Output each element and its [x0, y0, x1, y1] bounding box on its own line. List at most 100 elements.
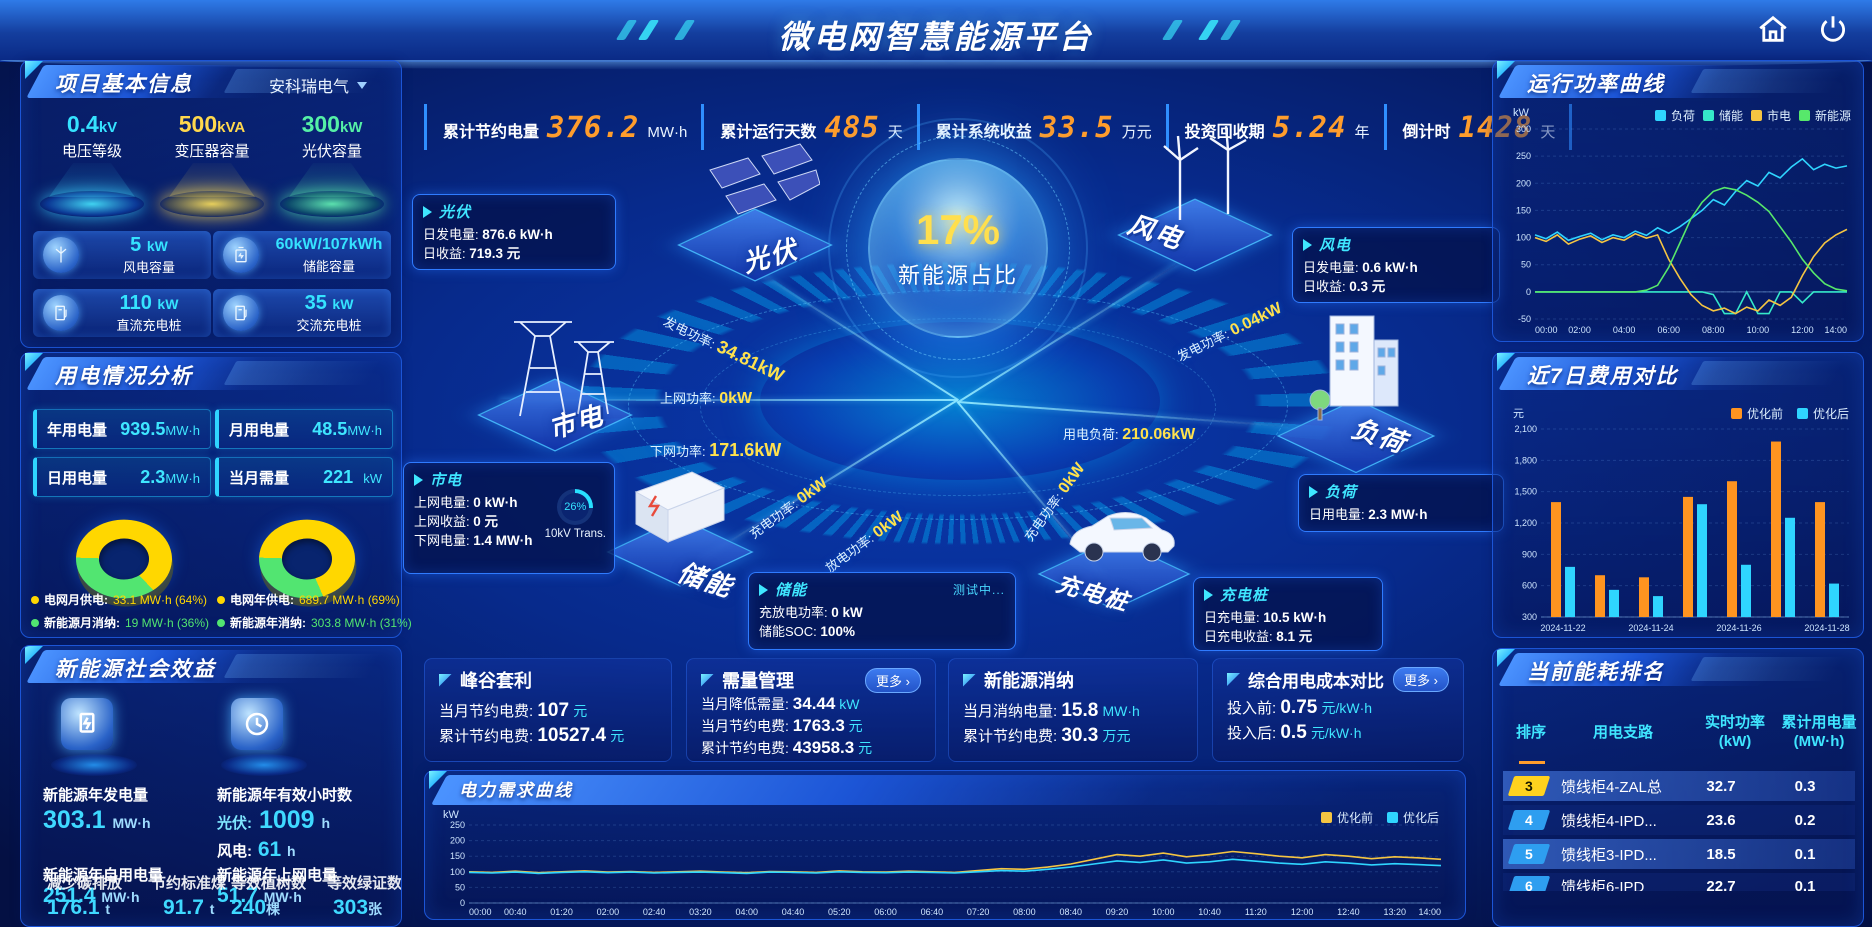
- load-info-box: 负荷 日用电量: 2.3 MW·h: [1298, 474, 1504, 532]
- svg-text:250: 250: [450, 821, 465, 830]
- power-line-chart: -50 0 50 100 150 200 250 300 00:00 02:00 04:00 06:0…: [1516, 124, 1848, 335]
- more-button[interactable]: 更多 ›: [865, 667, 921, 693]
- card-renewable-consumption: 新能源消纳 当月消纳电量: 15.8 MW·h 累计节约电费: 30.3 万元: [948, 658, 1198, 762]
- legend-grid[interactable]: 市电: [1750, 107, 1791, 124]
- svg-text:2024-11-26: 2024-11-26: [1716, 623, 1761, 633]
- svg-text:2,100: 2,100: [1514, 424, 1537, 434]
- svg-text:12:40: 12:40: [1337, 907, 1360, 917]
- demand-line-chart: 0 50 100 150 200 250 00:00 00:40 01:20 02:00 02:40…: [450, 821, 1442, 917]
- svg-text:1,200: 1,200: [1514, 518, 1537, 528]
- kpi-saved-energy: 累计节约电量 376.2 MW·h: [424, 104, 701, 150]
- charger-icon: [43, 295, 79, 331]
- company-select[interactable]: 安科瑞电气: [269, 73, 368, 97]
- chevron-right-icon: [414, 473, 423, 486]
- title-decor-right: [1161, 20, 1252, 40]
- svg-text:900: 900: [1522, 549, 1537, 559]
- svg-text:09:20: 09:20: [1106, 907, 1129, 917]
- svg-text:06:40: 06:40: [921, 907, 944, 917]
- legend-after[interactable]: 优化后: [1796, 405, 1849, 422]
- svg-text:00:40: 00:40: [504, 907, 527, 917]
- clock-icon: [231, 698, 283, 750]
- chip-day-usage: 日用电量 2.3MW·h: [33, 457, 211, 497]
- panel-project-header: 项目基本信息: [21, 61, 401, 101]
- chevron-right-icon: [1204, 588, 1213, 601]
- cost-bar-chart: 300 600 900 1,200 1,500 1,800 2,100 2024-11-22 2…: [1514, 424, 1849, 633]
- renewable-share-orb: 17% 新能源占比: [868, 158, 1048, 338]
- ranking-row-3[interactable]: 3 馈线柜4-ZAL总 32.7 0.3: [1503, 771, 1855, 801]
- svg-text:00:00: 00:00: [469, 907, 492, 917]
- chevron-down-icon: [357, 81, 368, 89]
- battery-icon: [223, 237, 259, 273]
- card-demand-management: 需量管理 更多 › 当月降低需量: 34.44 kW 当月节约电费: 1763.…: [686, 658, 936, 762]
- col-header-power: 实时功率 (kW): [1704, 714, 1765, 750]
- col-header-branch: 用电支路: [1592, 724, 1653, 741]
- pedestal-voltage: 0.4kV 电压等级: [29, 111, 155, 217]
- panel-title: 电力需求曲线: [459, 781, 573, 800]
- charger-icon: [223, 295, 259, 331]
- grid-info-box: 市电 上网电量: 0 kW·h 上网收益: 0 元 下网电量: 1.4 MW·h…: [403, 462, 615, 574]
- svg-text:100: 100: [1516, 233, 1531, 243]
- svg-text:08:00: 08:00: [1013, 907, 1036, 917]
- flag-icon: [701, 673, 714, 687]
- chevron-right-icon: [759, 583, 768, 596]
- home-icon[interactable]: [1756, 12, 1790, 46]
- pedestal-transformer: 500kVA 变压器容量: [149, 111, 275, 217]
- car-icon: [1069, 512, 1175, 562]
- card-peak-valley-arbitrage: 峰谷套利 当月节约电费: 107 元 累计节约电费: 10527.4 元: [424, 658, 672, 762]
- panel-ranking-header: 当前能耗排名: [1493, 649, 1863, 689]
- legend-before[interactable]: 优化前: [1320, 809, 1373, 826]
- ranking-row-6[interactable]: 6 馈线柜6-IPD 22.7 0.1: [1503, 873, 1855, 891]
- panel-title: 用电情况分析: [55, 365, 193, 388]
- card-storage-capacity: 60kW/107kWh 储能容量: [213, 231, 391, 279]
- chip-month-demand: 当月需量 221 kW: [215, 457, 393, 497]
- transformer-load-gauge: 10kV Trans.: [545, 489, 606, 540]
- solar-panel-icon: [709, 143, 820, 215]
- card-ac-charger: 35 kW 交流充电桩: [213, 289, 391, 337]
- renewable-share-value: 17%: [915, 206, 1001, 253]
- col-header-rank: 排序: [1515, 724, 1546, 741]
- wind-turbine-icon: [43, 237, 79, 273]
- panel-title: 运行功率曲线: [1527, 73, 1665, 96]
- legend-storage[interactable]: 储能: [1702, 107, 1743, 124]
- legend-load[interactable]: 负荷: [1654, 107, 1695, 124]
- svg-text:300: 300: [1522, 612, 1537, 622]
- svg-text:02:00: 02:00: [597, 907, 620, 917]
- header-band: [0, 0, 1872, 70]
- svg-text:300: 300: [1516, 124, 1531, 134]
- svg-text:13:20: 13:20: [1383, 907, 1406, 917]
- legend-renewable[interactable]: 新能源: [1798, 107, 1851, 124]
- svg-text:04:00: 04:00: [735, 907, 758, 917]
- wind-turbine-icon: [1163, 125, 1247, 220]
- chevron-right-icon: [1309, 485, 1318, 498]
- svg-text:06:00: 06:00: [874, 907, 897, 917]
- svg-text:04:00: 04:00: [1613, 325, 1636, 335]
- legend-before[interactable]: 优化前: [1730, 405, 1783, 422]
- svg-text:50: 50: [455, 882, 465, 892]
- svg-text:10:00: 10:00: [1152, 907, 1175, 917]
- svg-text:07:20: 07:20: [967, 907, 990, 917]
- col-header-energy: 累计用电量 (MW·h): [1781, 714, 1857, 750]
- svg-text:00:00: 00:00: [1535, 325, 1558, 335]
- lightning-icon: [61, 698, 113, 750]
- svg-text:250: 250: [1516, 151, 1531, 161]
- svg-text:100: 100: [450, 867, 465, 877]
- panel-demand-header: 电力需求曲线: [425, 771, 1465, 811]
- power-pylon-icon: [514, 321, 614, 417]
- svg-text:2024-11-22: 2024-11-22: [1540, 623, 1585, 633]
- svg-text:12:00: 12:00: [1791, 325, 1814, 335]
- legend-after[interactable]: 优化后: [1386, 809, 1439, 826]
- svg-text:2024-11-28: 2024-11-28: [1804, 623, 1849, 633]
- more-button[interactable]: 更多 ›: [1393, 667, 1449, 692]
- power-icon[interactable]: [1816, 12, 1850, 46]
- svg-text:150: 150: [1516, 205, 1531, 215]
- ranking-row-5[interactable]: 5 馈线柜3-IPD... 18.5 0.1: [1503, 839, 1855, 869]
- ranking-row-4[interactable]: 4 馈线柜4-IPD... 23.6 0.2: [1503, 805, 1855, 835]
- svg-text:0: 0: [460, 898, 465, 908]
- svg-text:0: 0: [1526, 287, 1531, 297]
- svg-text:200: 200: [1516, 178, 1531, 188]
- cost-legend: 优化前 优化后: [1730, 405, 1849, 422]
- svg-text:03:20: 03:20: [689, 907, 712, 917]
- title-decor-left: [615, 20, 706, 40]
- panel-project-info: 项目基本信息 安科瑞电气 0.4kV 电压等级 500kVA 变压器容量 300…: [20, 60, 402, 348]
- svg-text:10:40: 10:40: [1198, 907, 1221, 917]
